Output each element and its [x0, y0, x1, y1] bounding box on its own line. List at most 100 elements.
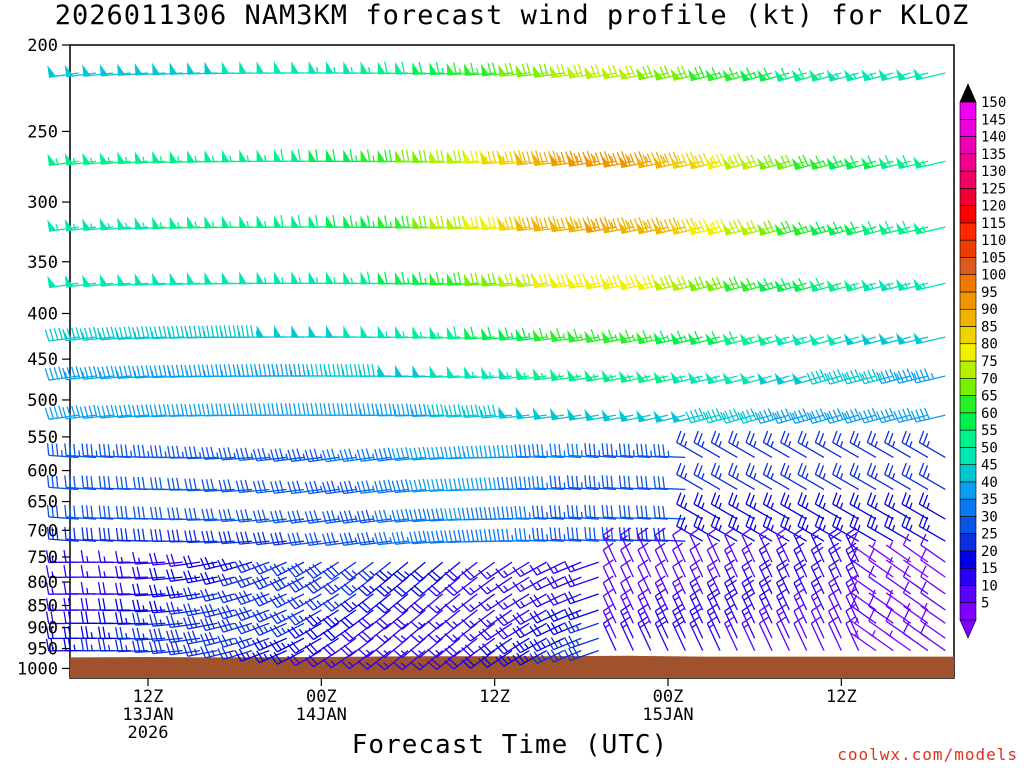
wind-barb [80, 597, 114, 611]
wind-barb [762, 430, 790, 458]
wind-barb [654, 559, 669, 595]
wind-barb [884, 430, 911, 458]
wind-barb [689, 542, 704, 578]
wind-barb [828, 615, 842, 651]
wind-barb [322, 448, 357, 463]
wind-barb [97, 598, 131, 612]
y-tick-label: 900 [27, 619, 58, 639]
colorbar-label: 20 [981, 544, 998, 560]
wind-barb [409, 478, 443, 493]
wind-barb [426, 478, 461, 493]
wind-barb [903, 556, 929, 578]
wind-barb [291, 324, 322, 338]
wind-barb [426, 508, 461, 522]
wind-barb [878, 68, 911, 82]
wind-barb [706, 588, 721, 624]
wind-barb [357, 593, 392, 614]
wind-barb [357, 622, 392, 643]
wind-barb [618, 274, 651, 291]
wind-barb [601, 409, 634, 422]
wind-barb [357, 576, 392, 597]
wind-barb [793, 588, 808, 624]
colorbar-min-arrow [959, 619, 977, 639]
wind-barb [429, 62, 461, 76]
wind-barb [82, 274, 114, 288]
wind-barb [884, 492, 911, 520]
wind-barb [653, 217, 686, 235]
wind-barb [149, 613, 183, 627]
wind-barb [132, 566, 166, 580]
wind-barb [323, 363, 357, 377]
wind-barb [46, 443, 79, 459]
wind-barb [780, 462, 807, 491]
wind-barb [741, 542, 756, 578]
wind-barb [132, 612, 166, 626]
wind-barb [62, 405, 97, 420]
wind-barb [184, 507, 218, 521]
wind-barb [356, 480, 391, 494]
wind-barb [446, 149, 478, 164]
wind-barb [810, 542, 825, 578]
wind-barb [461, 622, 496, 642]
colorbar-swatch [959, 516, 977, 534]
wind-barb [814, 492, 842, 520]
wind-barb [531, 475, 565, 491]
wind-barb [672, 527, 686, 563]
wind-barb [757, 277, 790, 293]
wind-barb [849, 492, 877, 520]
colorbar-swatch [959, 533, 977, 552]
wind-barb [826, 333, 859, 346]
wind-barb [728, 430, 755, 458]
wind-barb [427, 622, 461, 643]
colorbar-swatch [959, 101, 977, 120]
wind-barb [774, 220, 807, 236]
wind-barb [705, 218, 738, 236]
wind-barb [149, 640, 183, 655]
wind-barb [920, 548, 946, 578]
wind-barb [252, 561, 287, 575]
wind-barb [618, 504, 651, 520]
wind-barb [252, 479, 287, 494]
wind-barb [273, 149, 305, 162]
wind-barb [636, 475, 669, 491]
wind-barb [670, 151, 703, 170]
colorbar-swatch [959, 291, 977, 310]
wind-barb [339, 510, 374, 524]
wind-barb [828, 603, 842, 639]
wind-barb [204, 61, 235, 75]
wind-barb [409, 403, 443, 417]
wind-barb [357, 561, 392, 582]
wind-barb [793, 603, 808, 639]
wind-barb [391, 508, 426, 523]
wind-barb [217, 605, 253, 620]
wind-barb [793, 542, 808, 578]
wind-barb [374, 531, 409, 546]
wind-barb [918, 430, 946, 458]
wind-barb [269, 561, 305, 577]
wind-barb [201, 403, 235, 417]
wind-barb [64, 153, 97, 166]
wind-barb [901, 462, 929, 491]
wind-barb [913, 332, 946, 345]
wind-barb [356, 532, 391, 546]
wind-barb [114, 598, 149, 612]
wind-barb [495, 576, 530, 594]
wind-barb [549, 216, 582, 233]
wind-barb [478, 593, 513, 612]
wind-barb [828, 575, 842, 611]
wind-barb [797, 430, 825, 458]
wind-barb [340, 576, 374, 596]
wind-barb [741, 615, 756, 651]
wind-barb [910, 407, 946, 423]
wind-barb [409, 530, 443, 545]
wind-barb [693, 492, 721, 520]
wind-barb [409, 650, 444, 671]
wind-barb [567, 216, 599, 233]
wind-barb [866, 462, 894, 491]
wind-barb [427, 609, 461, 630]
wind-barb [705, 153, 738, 170]
wind-barb [620, 559, 634, 595]
colorbar-swatch [959, 447, 977, 465]
wind-barb [496, 506, 530, 520]
wind-barb [377, 149, 409, 163]
